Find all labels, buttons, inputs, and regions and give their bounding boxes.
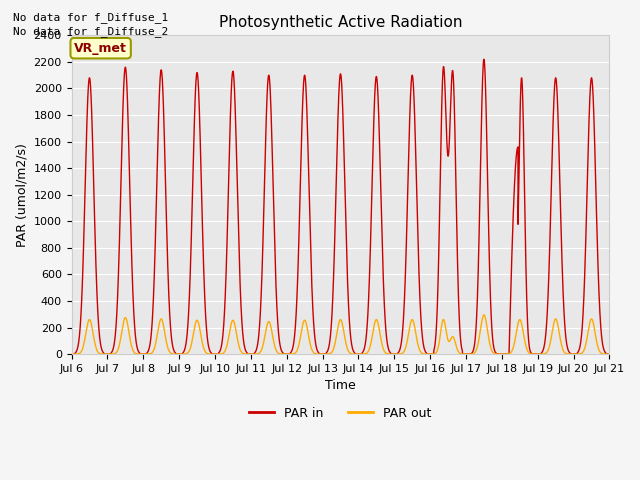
Legend: PAR in, PAR out: PAR in, PAR out bbox=[244, 402, 437, 425]
X-axis label: Time: Time bbox=[325, 379, 356, 392]
Y-axis label: PAR (umol/m2/s): PAR (umol/m2/s) bbox=[15, 143, 28, 247]
Text: No data for f_Diffuse_1: No data for f_Diffuse_1 bbox=[13, 12, 168, 23]
Text: No data for f_Diffuse_2: No data for f_Diffuse_2 bbox=[13, 26, 168, 37]
Text: VR_met: VR_met bbox=[74, 42, 127, 55]
Title: Photosynthetic Active Radiation: Photosynthetic Active Radiation bbox=[219, 15, 462, 30]
